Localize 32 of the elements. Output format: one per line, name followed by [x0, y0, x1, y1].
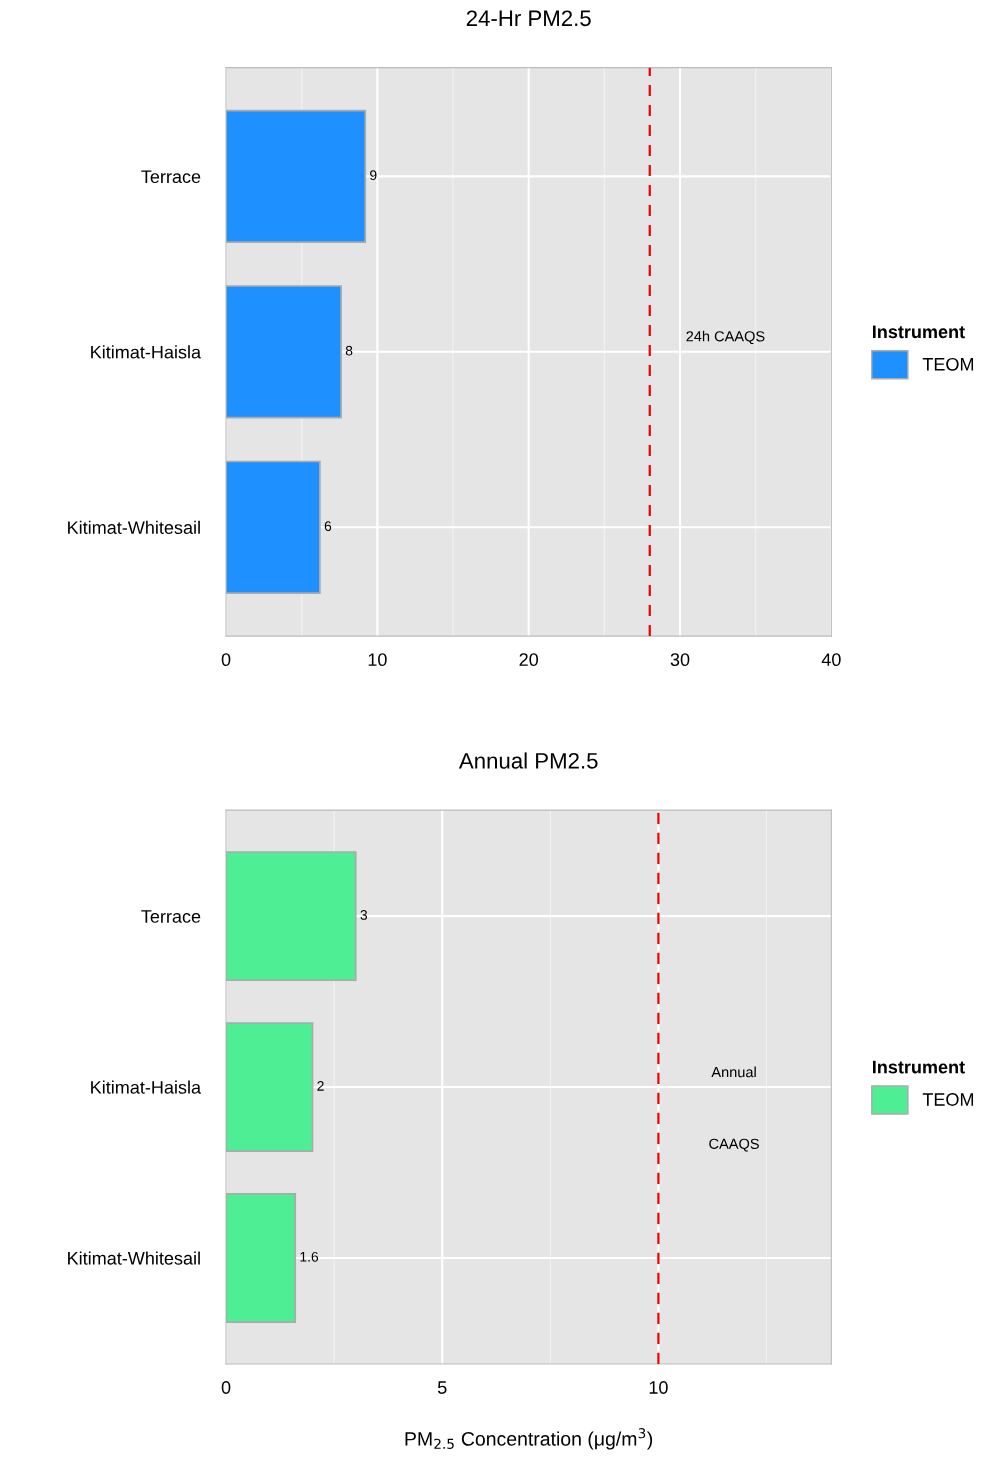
bar — [226, 1193, 297, 1323]
y-tick-label: Kitimat-Haisla — [91, 345, 202, 359]
x-tick-label: 0 — [221, 1381, 231, 1394]
y-tick-label: Kitimat-Haisla — [91, 1080, 202, 1094]
x-tick-label: 5 — [437, 1381, 447, 1394]
data-label: 1.6 — [300, 1251, 319, 1262]
x-tick-label: 30 — [670, 653, 690, 667]
bar — [226, 1022, 314, 1152]
y-tick-label: Terrace — [141, 910, 201, 923]
x-tick-label: 20 — [519, 653, 539, 667]
legend-label: TEOM — [922, 1093, 974, 1106]
bar — [226, 851, 357, 982]
x-tick-label: 0 — [221, 653, 231, 667]
x-tick-label: 10 — [649, 1381, 668, 1394]
y-tick-label: Kitimat-Whitesail — [68, 520, 200, 535]
legend-title: Instrument — [873, 1060, 965, 1074]
x-tick-label: 10 — [368, 653, 387, 667]
chart-title: 24-Hr PM2.5 — [466, 10, 591, 27]
y-tick-label: Kitimat-Whitesail — [68, 1251, 200, 1265]
data-label: 9 — [370, 170, 377, 181]
legend-title: Instrument — [873, 325, 965, 339]
data-label: 3 — [360, 910, 368, 920]
text: Annual CAAQS — [709, 1066, 759, 1152]
data-label: 2 — [317, 1080, 324, 1091]
data-label: 6 — [324, 521, 332, 532]
y-tick-label: Terrace — [141, 170, 201, 184]
x-axis-title: PM$_{2.5}$ Concentration (μg/m$^{3}$) — [405, 1428, 653, 1450]
data-label: 8 — [345, 345, 353, 356]
ref-line-label: 24h CAAQS — [686, 330, 765, 345]
x-tick-label: 40 — [821, 653, 841, 667]
legend-label: TEOM — [922, 357, 974, 371]
chart-title: Annual PM2.5 — [458, 752, 598, 769]
